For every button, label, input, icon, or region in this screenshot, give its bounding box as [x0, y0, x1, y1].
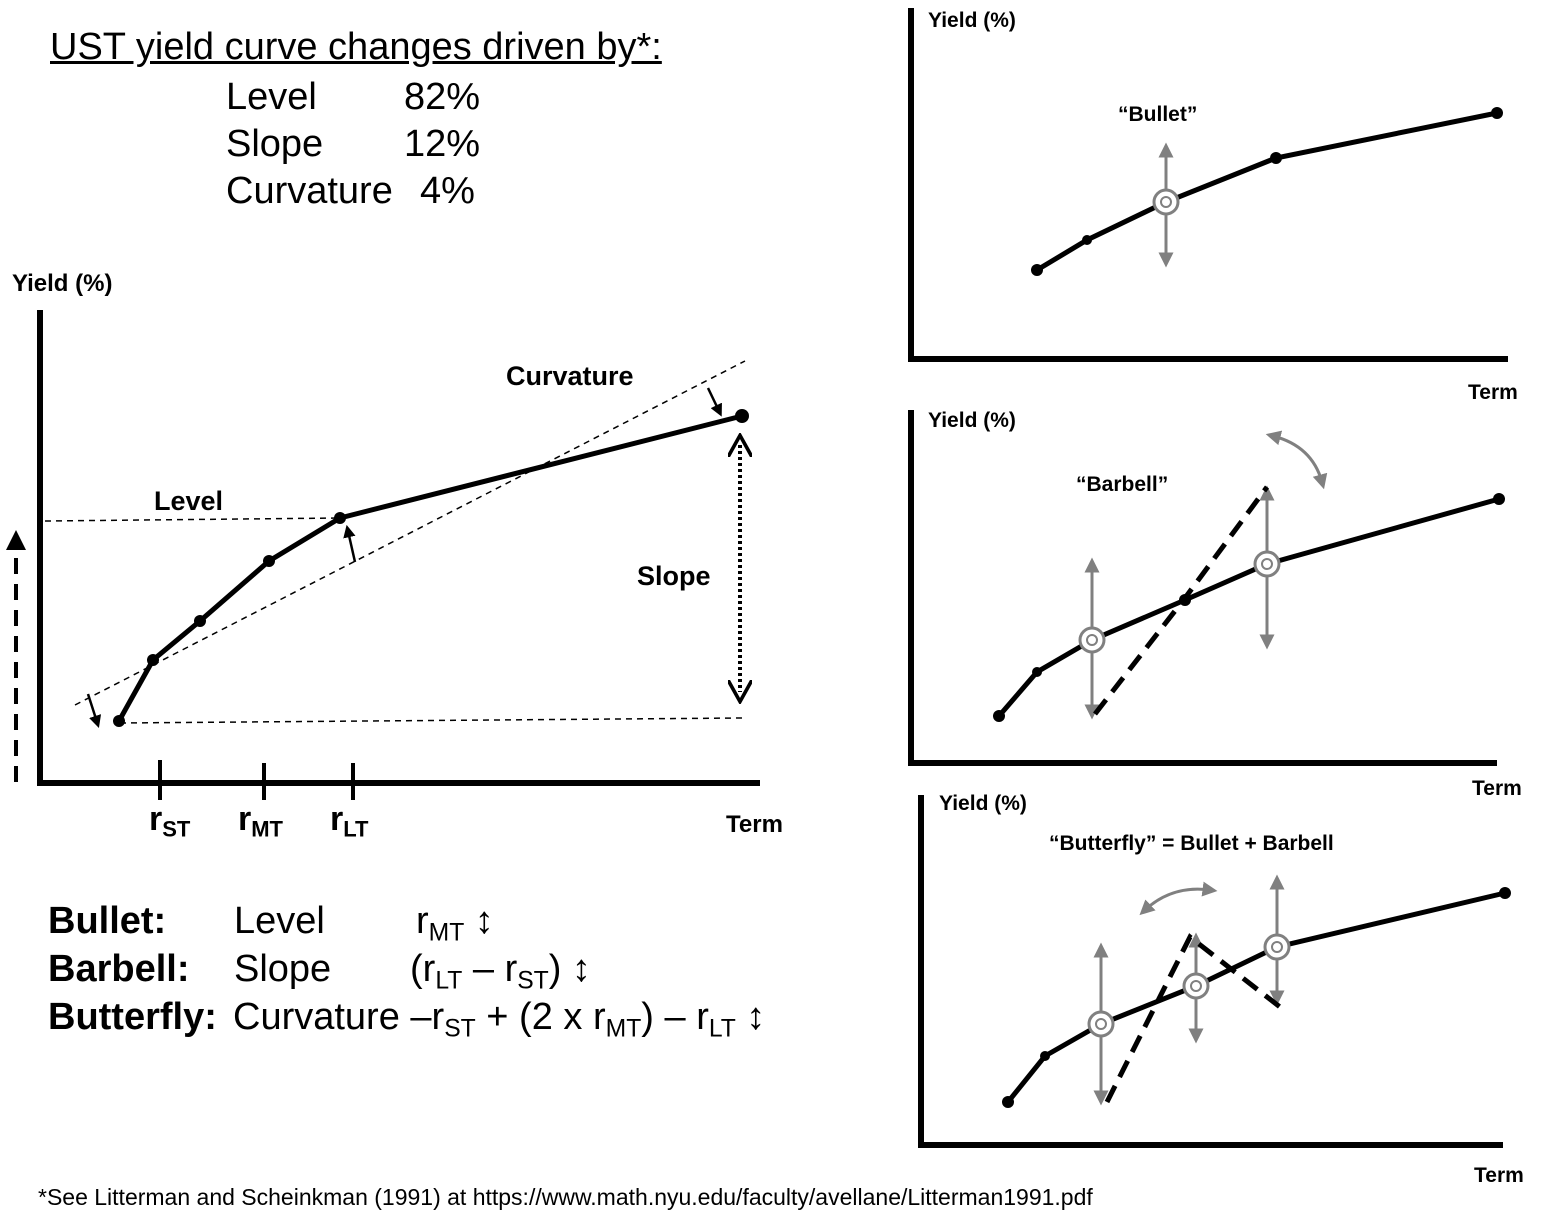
curve-point: [194, 615, 206, 627]
def-formula-butterfly: Curvature –rST + (2 x rMT) – rLT ↕: [233, 996, 766, 1043]
def-formula-bullet: rMT ↕: [416, 900, 494, 947]
def-name-bullet: Bullet:: [48, 900, 167, 942]
curve-point: [1270, 152, 1282, 164]
tick-label-r-lt: rLT: [330, 800, 369, 842]
curve-point: [1002, 1096, 1014, 1108]
summary-value-slope: 12%: [404, 123, 481, 165]
rotation-arrow-icon: [1265, 430, 1328, 490]
def-name-barbell: Barbell:: [48, 948, 190, 990]
main-y-axis-label: Yield (%): [12, 270, 113, 297]
butterfly-y-axis-label: Yield (%): [939, 792, 1027, 815]
curve-point: [735, 409, 749, 423]
curvature-arrow-top: [706, 387, 722, 417]
slope-annotation: Slope: [637, 561, 711, 591]
butterfly-curve: [1006, 890, 1506, 1104]
curve-point: [1499, 887, 1511, 899]
def-factor-barbell: Slope: [234, 948, 332, 990]
curve-point: [147, 654, 159, 666]
barbell-x-axis-label: Term: [1472, 777, 1522, 800]
curve-point: [263, 555, 275, 567]
target-node-icon: [1263, 933, 1291, 961]
barbell-chart: [908, 410, 1505, 766]
bullet-chart: [908, 8, 1508, 362]
level-dashed-line: [44, 517, 341, 522]
curve-point: [1032, 667, 1042, 677]
target-node-icon: [1087, 1010, 1115, 1038]
summary-label-level: Level: [226, 76, 317, 118]
tick-label-r-mt: rMT: [238, 800, 283, 842]
main-chart: [6, 310, 760, 800]
curve-point: [334, 512, 346, 524]
bottom-dashed-line: [119, 717, 743, 724]
main-x-axis-label: Term: [726, 811, 783, 838]
yield-curve: [116, 413, 743, 723]
curvature-annotation: Curvature: [506, 361, 634, 391]
rotation-arrow-icon: [1139, 881, 1218, 916]
butterfly-title: “Butterfly” = Bullet + Barbell: [1049, 832, 1334, 855]
def-formula-barbell: (rLT – rST) ↕: [410, 948, 591, 995]
curve-point: [1179, 594, 1191, 606]
target-node-icon: [1152, 188, 1180, 216]
barbell-title: “Barbell”: [1076, 473, 1169, 496]
curvature-arrow-mid: [343, 524, 357, 563]
tick-label-r-st: rST: [149, 800, 191, 842]
def-name-butterfly: Butterfly:: [48, 996, 217, 1038]
barbell-y-axis-label: Yield (%): [928, 409, 1016, 432]
summary-label-slope: Slope: [226, 123, 324, 165]
butterfly-dashed-curve: [1104, 933, 1282, 1104]
butterfly-x-axis-label: Term: [1474, 1164, 1524, 1187]
curvature-arrow-left: [86, 693, 102, 728]
summary-heading: UST yield curve changes driven by*:: [50, 26, 662, 68]
curve-point: [1493, 493, 1505, 505]
barbell-curve: [997, 496, 1500, 718]
def-factor-bullet: Level: [234, 900, 325, 942]
butterfly-chart: [918, 795, 1511, 1148]
bullet-title: “Bullet”: [1118, 103, 1198, 126]
bullet-x-axis-label: Term: [1468, 381, 1518, 404]
curve-point: [993, 710, 1005, 722]
summary-value-curvature: 4%: [420, 170, 475, 212]
bullet-y-axis-label: Yield (%): [928, 9, 1016, 32]
target-node-icon: [1078, 626, 1106, 654]
target-node-icon: [1182, 972, 1210, 1000]
summary-label-curvature: Curvature: [226, 170, 393, 212]
footnote: *See Litterman and Scheinkman (1991) at …: [38, 1184, 1093, 1210]
target-node-icon: [1253, 550, 1281, 578]
curve-point: [1491, 107, 1503, 119]
curve-point: [1031, 264, 1043, 276]
curve-point: [113, 715, 125, 727]
slope-dashed-line: [74, 360, 746, 706]
def-factor-butterfly: Curvature: [233, 996, 400, 1038]
level-annotation: Level: [154, 486, 224, 516]
bullet-curve: [1035, 110, 1498, 273]
curve-point: [1082, 235, 1092, 245]
curve-point: [1040, 1051, 1050, 1061]
summary-value-level: 82%: [404, 76, 481, 118]
